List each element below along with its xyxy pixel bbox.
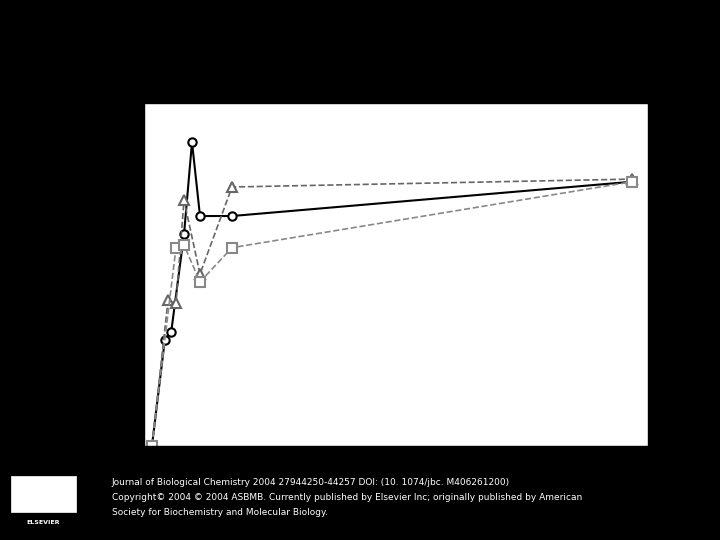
Text: Journal of Biological Chemistry 2004 27944250-44257 DOI: (10. 1074/jbc. M4062612: Journal of Biological Chemistry 2004 279…: [112, 478, 510, 487]
Text: ELSEVIER: ELSEVIER: [27, 521, 60, 525]
Text: Society for Biochemistry and Molecular Biology.: Society for Biochemistry and Molecular B…: [112, 508, 328, 517]
FancyBboxPatch shape: [11, 476, 76, 512]
X-axis label: Time (sec): Time (sec): [351, 476, 441, 490]
Y-axis label: % Total secreted: % Total secreted: [88, 209, 102, 339]
Text: Fig. 7: Fig. 7: [341, 24, 379, 38]
Text: Copyright© 2004 © 2004 ASBMB. Currently published by Elsevier Inc; originally pu: Copyright© 2004 © 2004 ASBMB. Currently …: [112, 493, 582, 502]
